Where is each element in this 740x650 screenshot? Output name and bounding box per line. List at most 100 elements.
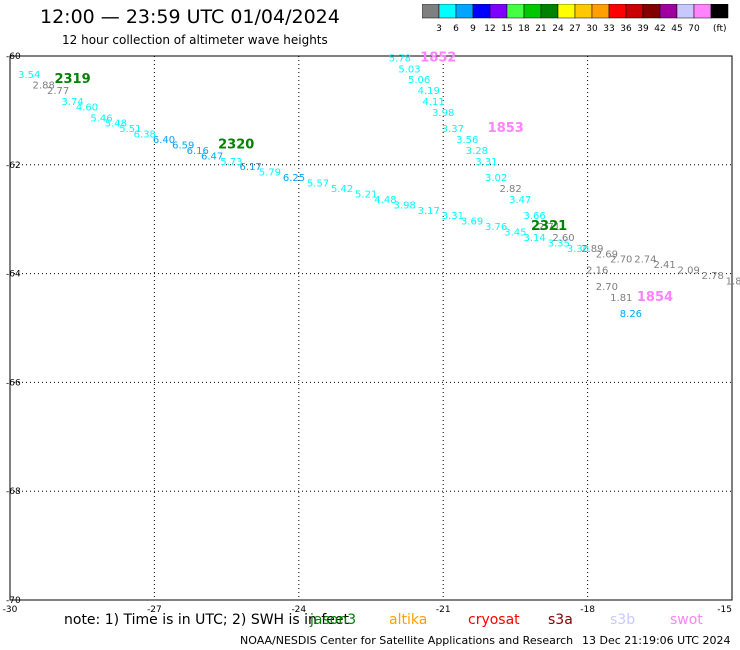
swh-value: 6.16 <box>187 146 209 157</box>
lat-tick-label: -68 <box>6 487 21 497</box>
map-grid <box>9 55 733 601</box>
swh-value: 2.77 <box>47 86 69 97</box>
legend-swot: swot <box>670 612 703 628</box>
swh-value: 4.48 <box>374 195 396 206</box>
swh-value: 1.81 <box>610 293 632 304</box>
colorbar-label: 15 <box>501 24 512 32</box>
swh-value: 6.59 <box>172 140 194 151</box>
lon-tick-label: -18 <box>580 605 595 615</box>
pass-time-label: 1853 <box>488 121 524 136</box>
map-title: 12:00 — 23:59 UTC 01/04/2024 <box>40 6 340 28</box>
colorbar-swatch <box>710 4 729 19</box>
swh-value: 3.54 <box>18 70 40 81</box>
wave-height-colorbar: 3 6 9 12 15 18 21 24 27 30 33 36 39 42 45 70 (ft) <box>422 4 729 32</box>
lon-tick-label: -30 <box>3 605 18 615</box>
pass-time-label: 2319 <box>54 72 90 87</box>
swh-value: 5.21 <box>355 189 377 200</box>
generated-timestamp: 13 Dec 21:19:06 UTC 2024 <box>582 634 731 647</box>
swh-value: 2.71 <box>538 222 560 233</box>
lat-tick-label: -60 <box>6 52 21 62</box>
swh-value: 5.42 <box>331 184 353 195</box>
pass-time-label: 1852 <box>420 50 456 65</box>
lat-tick-label: -66 <box>6 378 21 388</box>
pass-time-label: 2320 <box>218 137 254 152</box>
swh-value: 6.38 <box>134 130 156 141</box>
swh-value: 5.78 <box>389 53 411 64</box>
swh-value: 3.76 <box>485 222 507 233</box>
swh-value: 2.70 <box>610 255 632 266</box>
plot-frame <box>9 55 733 601</box>
colorbar-label: 18 <box>518 24 530 32</box>
legend-jason3: jason3 <box>310 612 357 628</box>
pass-labels: 2319 2320 2321 1852 1853 1854 <box>54 50 673 304</box>
legend-s3a: s3a <box>548 612 573 628</box>
legend-s3b: s3b <box>610 612 636 628</box>
swh-value: 2.41 <box>653 260 675 271</box>
colorbar-label: 42 <box>654 24 665 32</box>
colorbar-label: 9 <box>470 24 476 32</box>
swh-value: 2.74 <box>634 255 656 266</box>
lon-tick-label: -27 <box>147 605 162 615</box>
swh-value: 5.51 <box>119 124 141 135</box>
colorbar-label: 12 <box>484 24 495 32</box>
swh-observations: 3.542.882.773.744.605.465.485.516.386.40… <box>18 53 740 320</box>
map-subtitle: 12 hour collection of altimeter wave hei… <box>62 33 328 47</box>
swh-value: 3.69 <box>461 217 483 228</box>
swh-value: 4.19 <box>418 86 440 97</box>
swh-value: 5.48 <box>105 119 127 130</box>
units-note: note: 1) Time is in UTC; 2) SWH is in fe… <box>64 612 350 628</box>
swh-value: 3.56 <box>456 135 478 146</box>
lon-tick-label: -24 <box>291 605 306 615</box>
lon-tick-label: -15 <box>717 605 732 615</box>
swh-value: 2.60 <box>552 233 574 244</box>
swh-value: 2.82 <box>499 184 521 195</box>
colorbar-label: 36 <box>620 24 632 32</box>
swh-value: 3.31 <box>442 211 464 222</box>
map-axis-ticks: -60 -62 -64 -66 -68 -70-30 -27 -24 -21 -18 -15 <box>3 52 732 615</box>
swh-value: 3.66 <box>524 211 546 222</box>
swh-value: 5.79 <box>259 168 281 179</box>
swh-value: 2.69 <box>596 249 618 260</box>
lat-tick-label: -64 <box>6 270 21 280</box>
legend-altika: altika <box>389 612 428 628</box>
credit-line: NOAA/NESDIS Center for Satellite Applica… <box>240 634 574 647</box>
legend-cryosat: cryosat <box>468 612 520 628</box>
swh-value: 5.03 <box>398 64 420 75</box>
lat-tick-label: -62 <box>6 161 21 171</box>
swh-value: 3.37 <box>442 124 464 135</box>
swh-value: 3.30 <box>567 244 589 255</box>
swh-value: 2.16 <box>586 266 608 277</box>
swh-value: 2.09 <box>678 266 700 277</box>
swh-value: 3.47 <box>509 195 531 206</box>
swh-value: 5.73 <box>220 157 242 168</box>
swh-value: 3.98 <box>432 108 454 119</box>
colorbar-label: 3 <box>436 24 442 32</box>
satellite-legend: jason3 altika cryosat s3a s3b swot <box>0 612 740 632</box>
colorbar-label: 21 <box>535 24 546 32</box>
colorbar-label: 70 <box>688 24 700 32</box>
colorbar-label: 6 <box>453 24 459 32</box>
swh-value: 6.25 <box>283 173 305 184</box>
swh-value: 5.57 <box>307 179 329 190</box>
swh-value: 3.02 <box>485 173 507 184</box>
swh-value: 4.11 <box>422 97 444 108</box>
swh-value: 1.82 <box>726 276 740 287</box>
swh-value: 6.47 <box>201 151 223 162</box>
colorbar-label: 33 <box>603 24 614 32</box>
pass-time-label: 2321 <box>531 219 567 234</box>
swh-value: 3.31 <box>475 157 497 168</box>
colorbar-label: 24 <box>552 24 564 32</box>
pass-time-label: 1854 <box>637 290 673 305</box>
swh-value: 3.35 <box>548 238 570 249</box>
swh-value: 5.46 <box>90 113 112 124</box>
colorbar-label: 27 <box>569 24 580 32</box>
colorbar-label: 45 <box>671 24 682 32</box>
swh-value: 2.78 <box>702 271 724 282</box>
swh-value: 2.89 <box>581 244 603 255</box>
lat-tick-label: -70 <box>6 596 21 606</box>
swh-value: 5.06 <box>408 75 430 86</box>
swh-value: 4.60 <box>76 102 98 113</box>
swh-value: 6.40 <box>153 135 175 146</box>
colorbar-label: 30 <box>586 24 598 32</box>
